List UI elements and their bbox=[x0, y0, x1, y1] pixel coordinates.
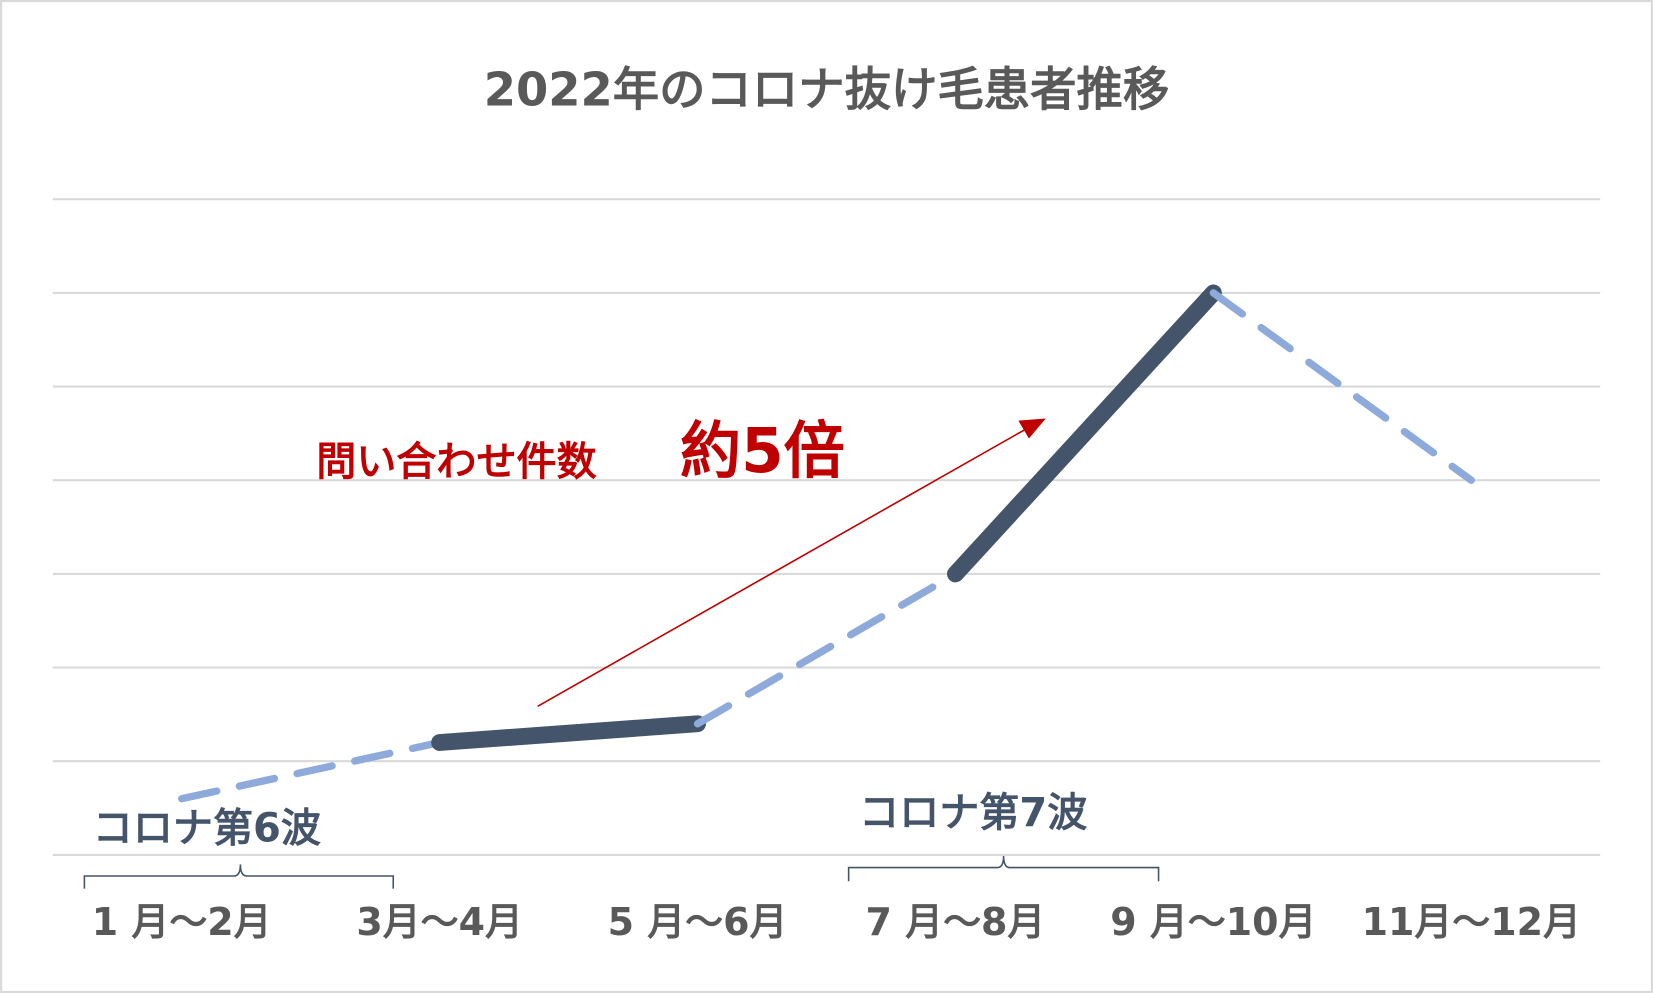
grid bbox=[52, 198, 1601, 856]
line-segment bbox=[693, 570, 960, 728]
arrow-line bbox=[537, 427, 1029, 707]
line-segment-highlight bbox=[431, 715, 706, 751]
x-tick-label: 1 月～2月 bbox=[92, 900, 272, 944]
x-tick-label: 11月～12月 bbox=[1362, 900, 1581, 944]
chart-title: 2022年のコロナ抜け毛患者推移 bbox=[484, 62, 1170, 116]
x-tick-label: 7 月～8月 bbox=[866, 900, 1046, 944]
x-tick-label: 5 月～6月 bbox=[608, 900, 788, 944]
line-segment-highlight bbox=[947, 284, 1222, 583]
line-segment bbox=[1209, 289, 1475, 484]
line-segment bbox=[178, 738, 444, 803]
annotation: 約5倍 bbox=[680, 416, 845, 487]
brace bbox=[83, 864, 395, 889]
arrow-head bbox=[1018, 418, 1046, 439]
annotation: 問い合わせ件数 bbox=[316, 439, 597, 485]
lines bbox=[178, 284, 1475, 803]
wave-label: コロナ第6波 bbox=[93, 806, 321, 852]
brace bbox=[847, 855, 1160, 882]
x-tick-label: 3月～4月 bbox=[356, 900, 523, 944]
x-axis: 1 月～2月 3月～4月 5 月～6月 7 月～8月 9 月～10月 11月～12月 bbox=[92, 900, 1581, 944]
x-tick-label: 9 月～10月 bbox=[1110, 900, 1316, 944]
wave-label: コロナ第7波 bbox=[859, 790, 1087, 836]
